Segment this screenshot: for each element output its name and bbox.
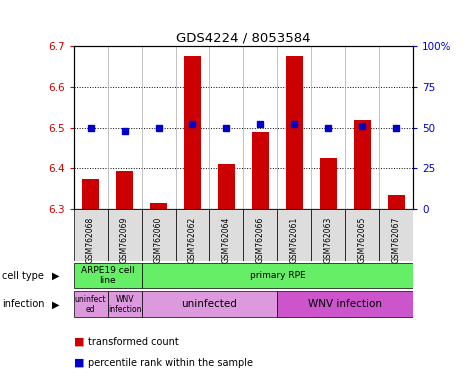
Text: infection: infection: [2, 299, 45, 310]
Text: GSM762061: GSM762061: [290, 217, 299, 263]
Bar: [379, 209, 413, 261]
Text: ▶: ▶: [52, 270, 60, 281]
Text: GSM762069: GSM762069: [120, 217, 129, 263]
Text: transformed count: transformed count: [88, 337, 179, 347]
Text: ▶: ▶: [52, 299, 60, 310]
Bar: [142, 209, 176, 261]
Text: ■: ■: [74, 337, 84, 347]
Text: GSM762063: GSM762063: [324, 217, 333, 263]
Bar: [286, 56, 303, 209]
Text: ■: ■: [74, 358, 84, 368]
Bar: [74, 263, 142, 288]
Bar: [320, 158, 337, 209]
Text: percentile rank within the sample: percentile rank within the sample: [88, 358, 253, 368]
Bar: [107, 291, 142, 317]
Bar: [209, 209, 243, 261]
Bar: [277, 209, 311, 261]
Bar: [252, 132, 269, 209]
Bar: [74, 209, 107, 261]
Title: GDS4224 / 8053584: GDS4224 / 8053584: [176, 32, 311, 45]
Bar: [176, 209, 209, 261]
Text: uninfected: uninfected: [181, 299, 238, 310]
Bar: [142, 291, 277, 317]
Bar: [142, 263, 413, 288]
Bar: [243, 209, 277, 261]
Text: GSM762064: GSM762064: [222, 217, 231, 263]
Bar: [218, 164, 235, 209]
Bar: [312, 209, 345, 261]
Text: GSM762066: GSM762066: [256, 217, 265, 263]
Text: uninfect
ed: uninfect ed: [75, 295, 106, 314]
Text: cell type: cell type: [2, 270, 44, 281]
Bar: [107, 209, 142, 261]
Bar: [74, 291, 107, 317]
Text: WNV infection: WNV infection: [308, 299, 382, 310]
Bar: [354, 119, 371, 209]
Text: WNV
infection: WNV infection: [108, 295, 142, 314]
Bar: [116, 170, 133, 209]
Bar: [184, 56, 201, 209]
Text: ARPE19 cell
line: ARPE19 cell line: [81, 266, 134, 285]
Text: GSM762065: GSM762065: [358, 217, 367, 263]
Text: GSM762067: GSM762067: [392, 217, 401, 263]
Bar: [277, 291, 413, 317]
Text: GSM762060: GSM762060: [154, 217, 163, 263]
Bar: [82, 179, 99, 209]
Text: GSM762068: GSM762068: [86, 217, 95, 263]
Text: GSM762062: GSM762062: [188, 217, 197, 263]
Text: primary RPE: primary RPE: [249, 271, 305, 280]
Bar: [150, 203, 167, 209]
Bar: [388, 195, 405, 209]
Bar: [345, 209, 379, 261]
